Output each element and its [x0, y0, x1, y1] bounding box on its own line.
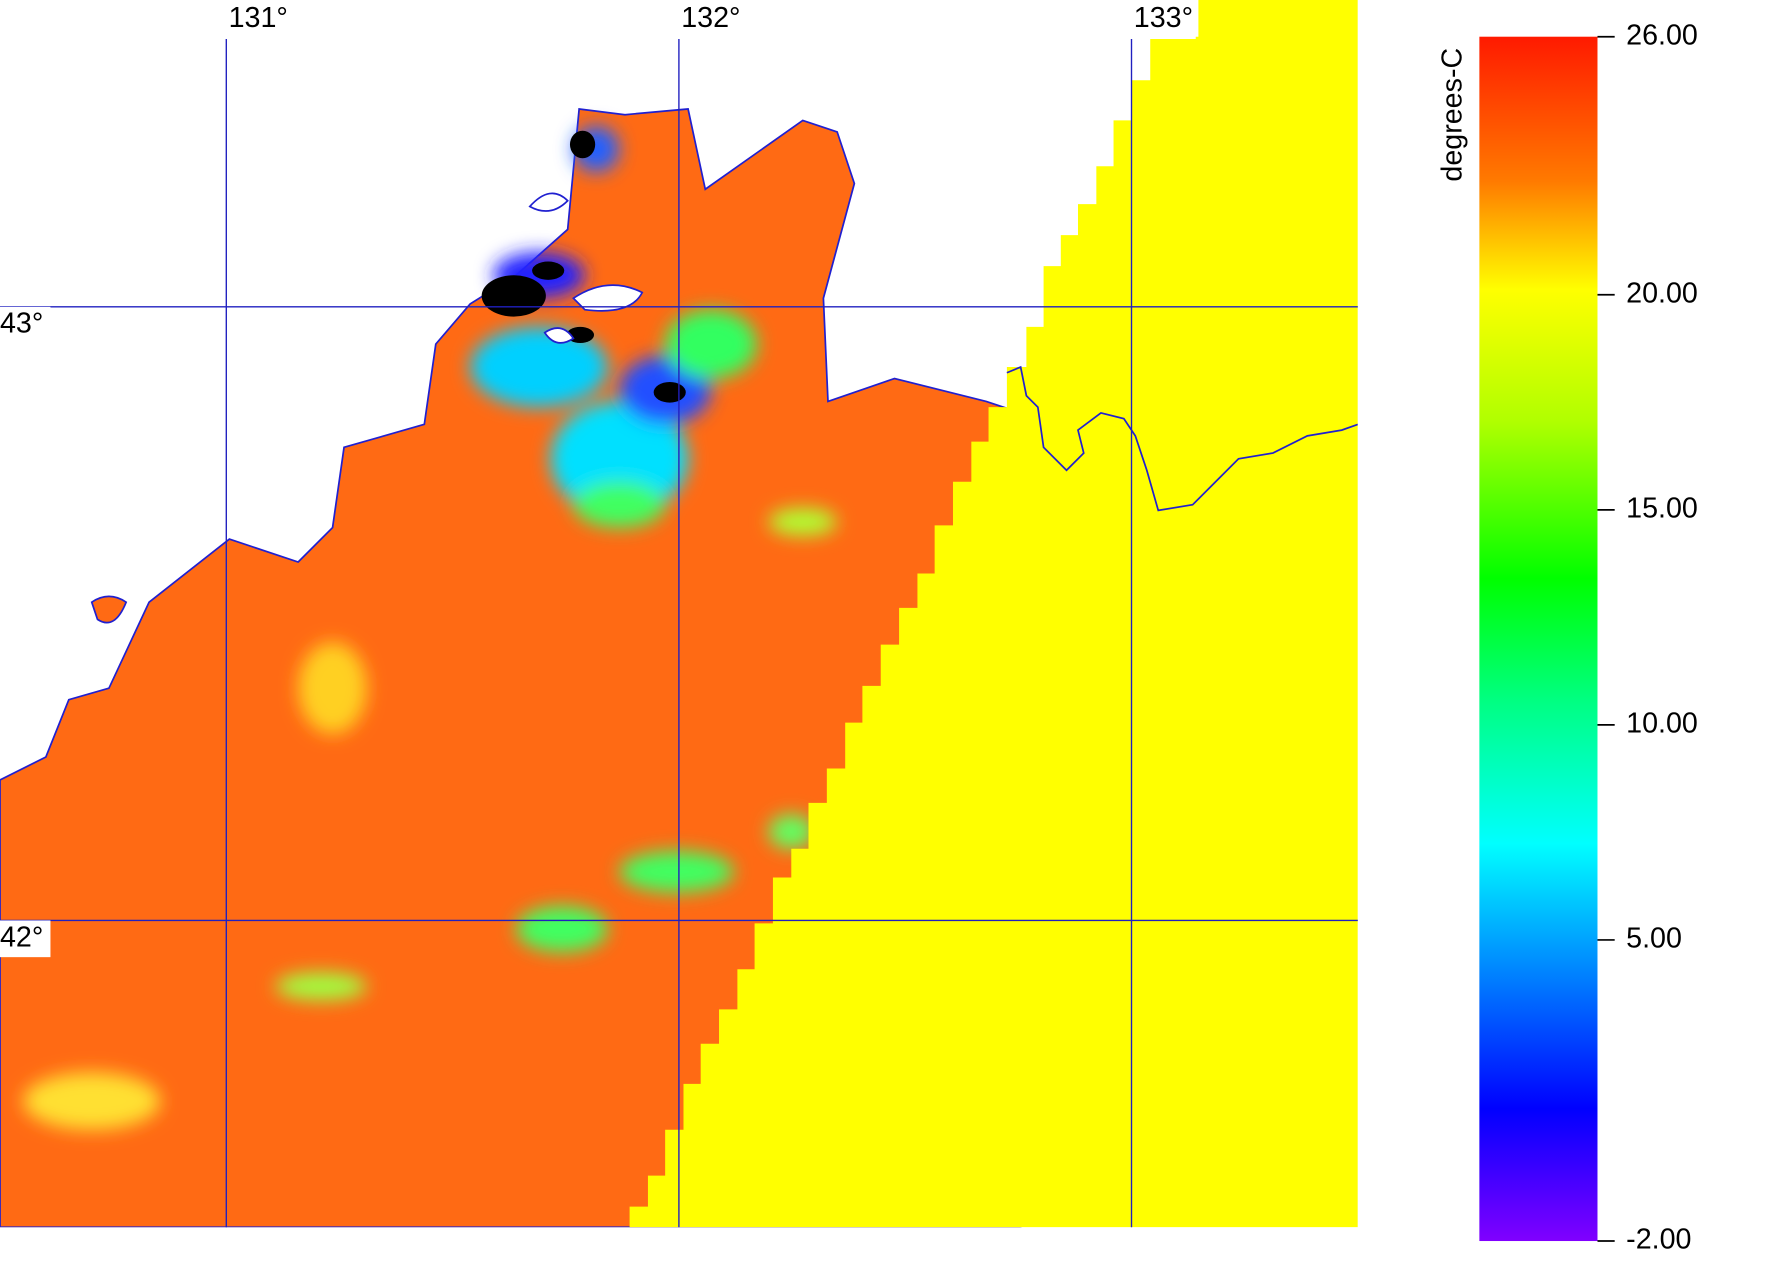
label-box — [676, 0, 744, 39]
label-box — [224, 0, 291, 39]
latitude-label: 43° — [0, 308, 43, 340]
label-box — [0, 920, 51, 958]
colorbar — [1479, 36, 1598, 1242]
colorbar-tick-label: -2.00 — [1626, 1224, 1691, 1256]
colorbar-tick-label: 15.00 — [1626, 492, 1698, 524]
colorbar-tick-label: 5.00 — [1626, 923, 1682, 955]
islands — [90, 192, 644, 624]
longitude-label: 131° — [229, 2, 288, 34]
label-box — [0, 306, 51, 344]
longitude-label: 133° — [1134, 2, 1193, 34]
longitude-label: 132° — [681, 2, 740, 34]
latitude-label: 42° — [0, 921, 43, 953]
colorbar-tick-label: 26.00 — [1626, 19, 1698, 51]
colorbar-tick-label: 20.00 — [1626, 277, 1698, 309]
graticule — [0, 0, 1358, 1228]
label-box — [1129, 0, 1196, 39]
colorbar-label: degrees-C — [1437, 48, 1469, 182]
colorbar-tick-label: 10.00 — [1626, 707, 1698, 739]
coastline — [1006, 365, 1358, 512]
